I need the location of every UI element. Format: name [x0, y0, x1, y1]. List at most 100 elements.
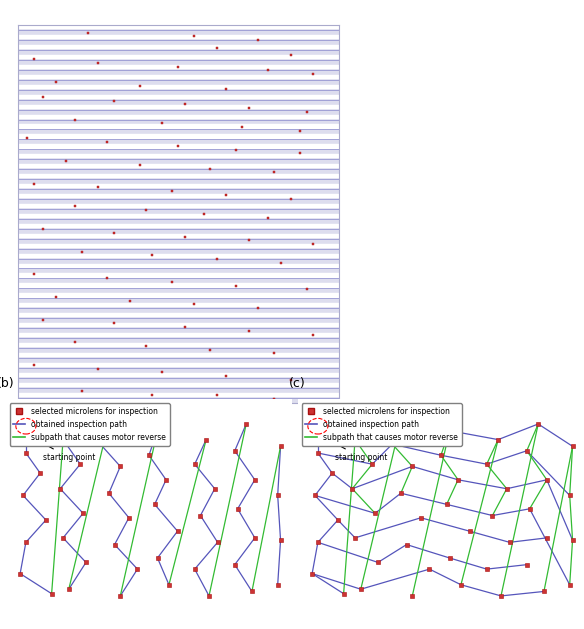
Point: [125, 296, 134, 306]
Point: [286, 194, 295, 204]
Point: [55, 484, 65, 494]
Point: [190, 299, 199, 309]
Point: [71, 201, 80, 211]
Point: [167, 277, 176, 287]
Point: [233, 504, 242, 514]
Point: [453, 475, 463, 485]
Point: [296, 148, 305, 159]
Point: [539, 586, 548, 596]
Point: [502, 484, 512, 494]
Point: [333, 515, 343, 525]
Point: [270, 167, 279, 177]
Bar: [18, 253, 339, 257]
Bar: [18, 104, 339, 108]
Text: starting point: starting point: [29, 436, 95, 462]
Point: [270, 348, 279, 359]
Bar: [18, 343, 339, 346]
Bar: [18, 323, 339, 326]
Point: [308, 330, 318, 340]
Point: [51, 292, 61, 302]
Point: [276, 442, 285, 452]
Point: [425, 564, 434, 574]
Point: [522, 446, 531, 456]
Point: [29, 179, 39, 189]
Bar: [18, 293, 339, 296]
Point: [190, 31, 199, 42]
Point: [313, 537, 322, 547]
Point: [222, 84, 231, 94]
Point: [104, 488, 113, 498]
Point: [276, 258, 286, 268]
Point: [493, 435, 503, 445]
Point: [568, 535, 577, 545]
Point: [77, 247, 86, 257]
Bar: [18, 65, 339, 68]
Bar: [18, 194, 339, 198]
Point: [286, 50, 295, 60]
Bar: [18, 55, 339, 58]
Point: [124, 513, 134, 523]
Point: [253, 303, 263, 313]
Point: [158, 367, 167, 377]
Point: [302, 284, 311, 294]
Point: [148, 390, 157, 400]
Point: [29, 269, 39, 279]
Point: [273, 580, 283, 590]
Point: [482, 459, 491, 469]
Point: [199, 209, 208, 219]
Point: [133, 564, 142, 574]
Point: [505, 537, 515, 547]
Point: [110, 540, 119, 550]
Point: [482, 564, 491, 574]
Point: [16, 569, 25, 579]
Bar: [18, 303, 339, 306]
Point: [542, 533, 551, 543]
Bar: [18, 313, 339, 316]
Point: [71, 114, 80, 125]
Point: [21, 537, 30, 547]
Point: [141, 341, 151, 351]
Point: [244, 103, 253, 113]
Point: [565, 580, 574, 590]
Point: [116, 462, 125, 472]
Point: [96, 439, 105, 449]
Point: [173, 526, 182, 536]
Point: [568, 442, 577, 452]
Point: [206, 164, 215, 174]
Point: [164, 580, 173, 590]
Point: [308, 239, 318, 249]
Point: [210, 484, 220, 494]
Point: [253, 35, 263, 45]
Point: [201, 435, 211, 445]
Text: (b): (b): [0, 377, 15, 391]
Point: [144, 450, 154, 460]
Point: [231, 281, 241, 291]
Point: [206, 345, 215, 355]
Point: [180, 231, 189, 242]
Point: [286, 375, 295, 385]
Point: [18, 491, 27, 501]
Bar: [18, 184, 339, 187]
Point: [103, 137, 112, 147]
Point: [61, 156, 70, 166]
Point: [167, 186, 176, 196]
Point: [93, 58, 103, 68]
Point: [21, 421, 30, 431]
Point: [77, 386, 86, 396]
Point: [213, 537, 223, 547]
Bar: [18, 95, 339, 98]
Point: [370, 508, 380, 518]
Point: [488, 511, 497, 521]
Bar: [18, 392, 339, 396]
Point: [534, 419, 543, 429]
Point: [250, 475, 259, 485]
Point: [180, 99, 189, 109]
Legend: selected microlens for inspection, obtained inspection path, subpath that causes: selected microlens for inspection, obtai…: [10, 403, 170, 445]
Bar: [18, 204, 339, 207]
Point: [396, 416, 405, 426]
Point: [244, 235, 253, 245]
Point: [242, 419, 251, 429]
Bar: [18, 75, 339, 78]
Bar: [18, 382, 339, 386]
Point: [47, 589, 56, 599]
